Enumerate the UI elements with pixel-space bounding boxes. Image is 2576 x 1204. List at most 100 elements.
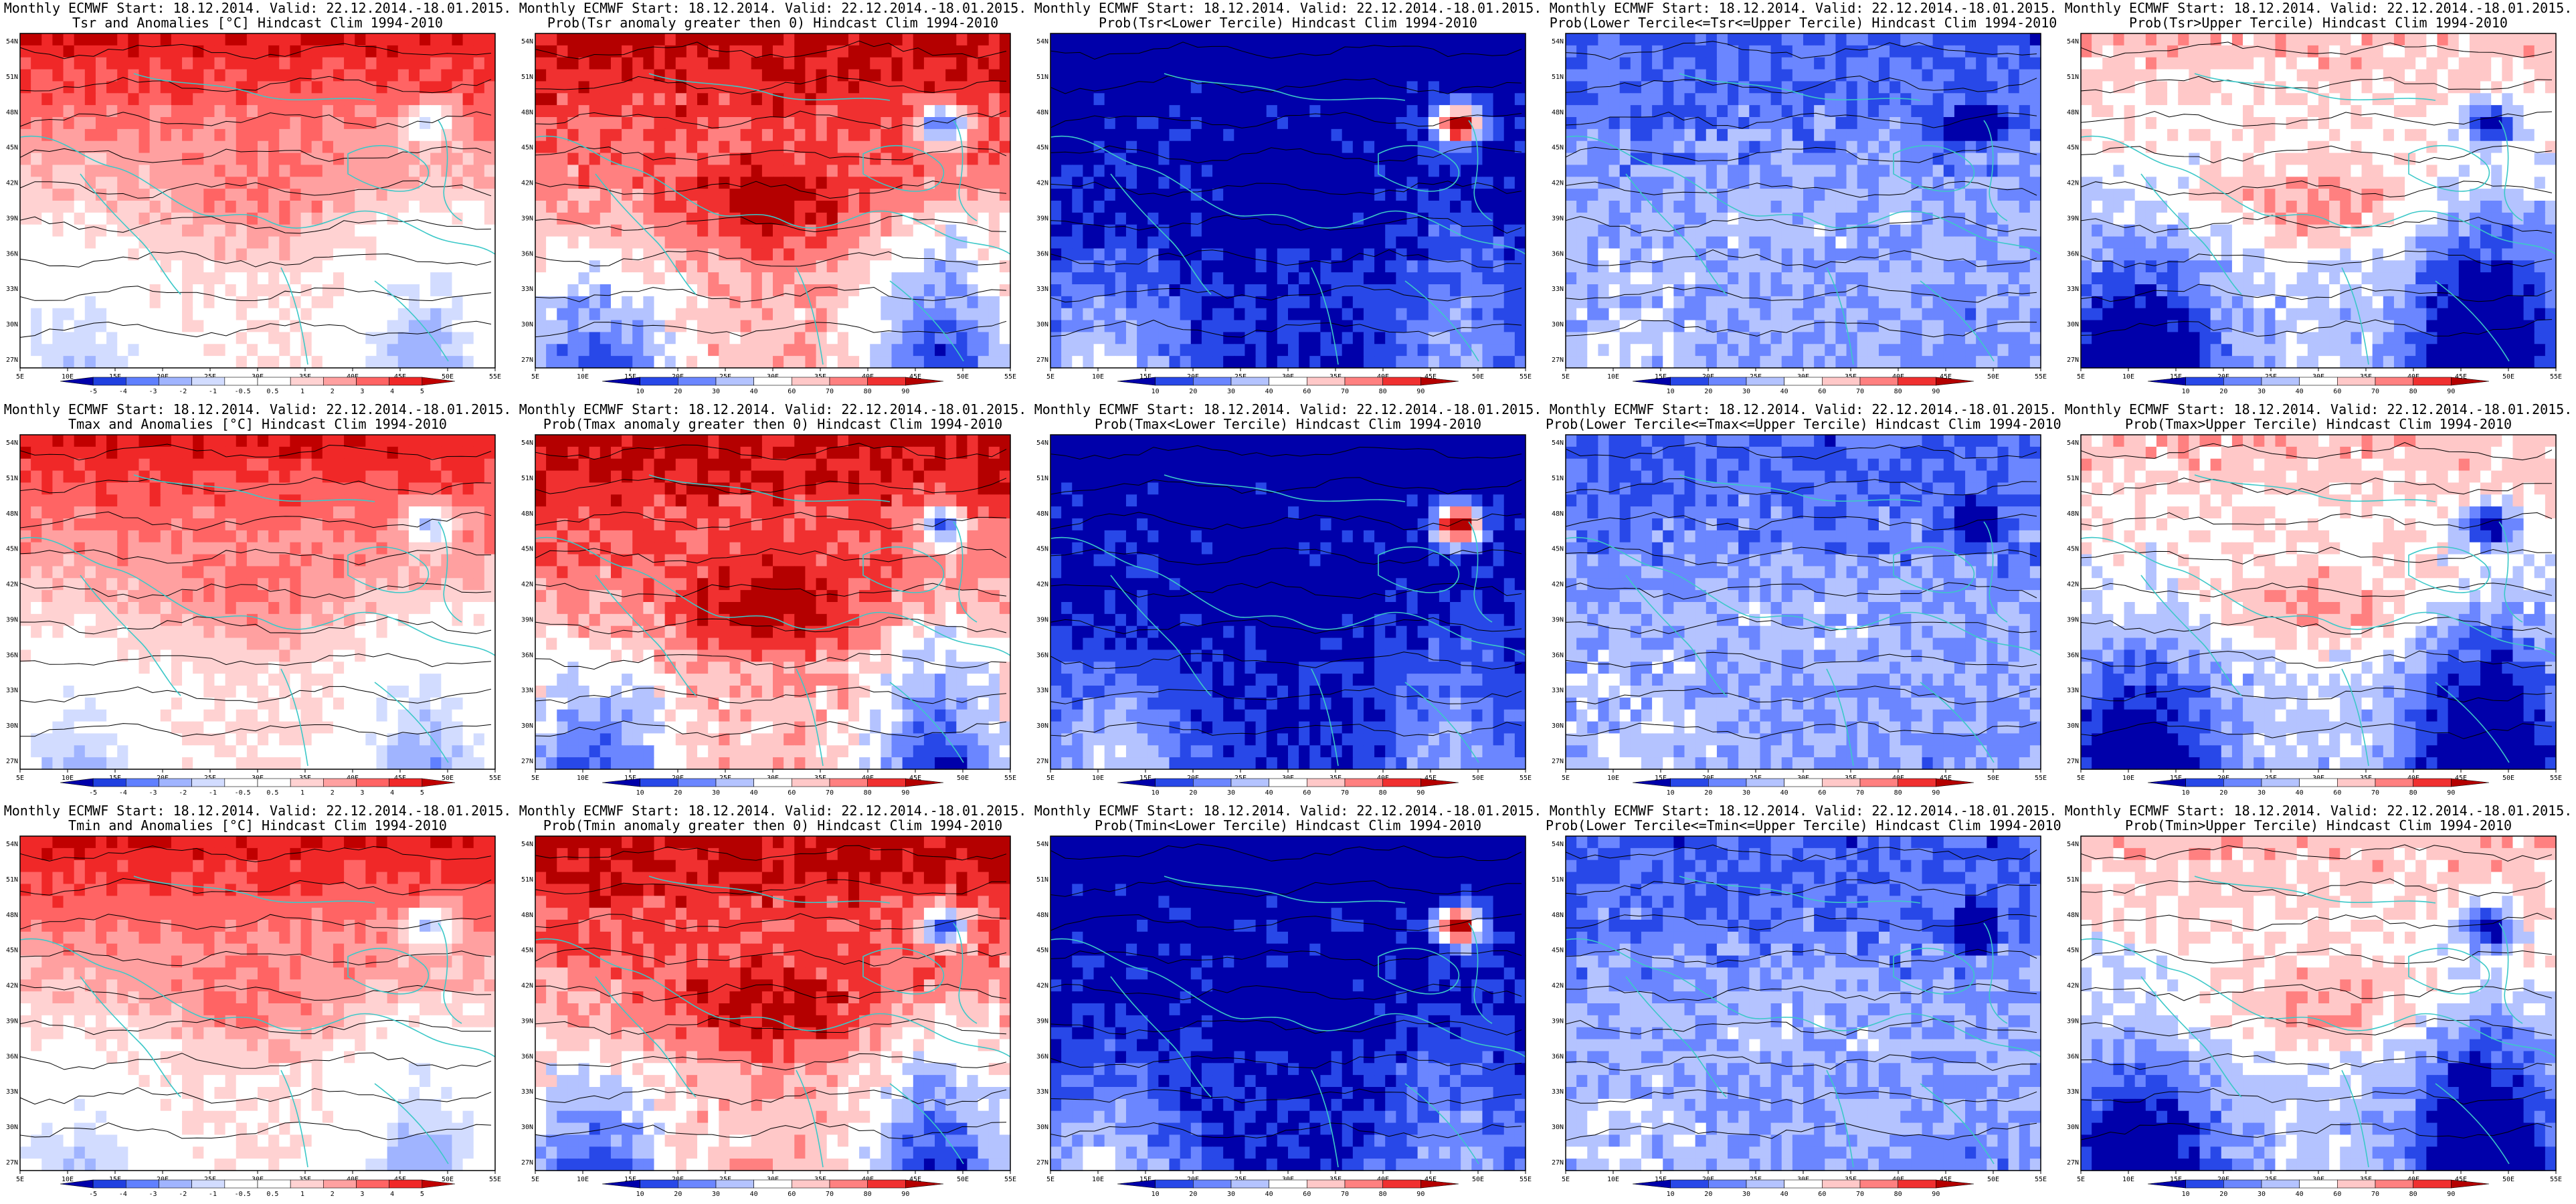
map-figure: 5E 10E 15E 20E 25E 30E 35E 40E 45E 50E 55E 54N 51N 48… <box>1552 33 2047 395</box>
lon-tick-label: 5E <box>531 373 539 381</box>
colorbar-tick-label: 10 <box>636 388 644 395</box>
lon-tick-label: 15E <box>624 1176 636 1183</box>
lat-tick-label: 30N <box>1036 722 1048 730</box>
colorbar-tick-label: -1 <box>209 789 217 797</box>
lat-tick-label: 36N <box>6 250 18 258</box>
lat-tick-label: 36N <box>2067 250 2079 258</box>
shaded-field <box>1050 836 1526 1171</box>
lat-tick-label: 45N <box>1552 546 1564 553</box>
lon-tick-label: 45E <box>394 1176 406 1183</box>
colorbar-tick-label: 40 <box>1265 388 1273 395</box>
panel-header: Monthly ECMWF Start: 18.12.2014. Valid: … <box>1549 401 2057 417</box>
lon-tick-label: 50E <box>2502 775 2514 782</box>
lon-tick-label: 20E <box>672 373 684 381</box>
lat-tick-label: 45N <box>2067 546 2079 553</box>
colorbar-tick-label: 40 <box>750 1191 758 1198</box>
colorbar-tick-label: -4 <box>119 1191 127 1198</box>
lon-tick-label: 40E <box>1892 775 1904 782</box>
colorbar-tick-label: 2 <box>331 1191 335 1198</box>
map-figure: 5E 10E 15E 20E 25E 30E 35E 40E 45E 50E 55E 54N 51N 48… <box>6 434 501 797</box>
lat-tick-label: 48N <box>2067 912 2079 919</box>
lat-tick-label: 51N <box>6 876 18 884</box>
lat-tick-label: 54N <box>6 439 18 447</box>
lat-tick-label: 36N <box>521 1053 533 1060</box>
lat-tick-label: 54N <box>521 38 533 45</box>
colorbar-tick-label: 10 <box>2182 1191 2190 1198</box>
lat-tick-label: 51N <box>6 475 18 482</box>
lon-tick-label: 35E <box>814 1176 826 1183</box>
panel-header: Monthly ECMWF Start: 18.12.2014. Valid: … <box>1034 401 1542 417</box>
colorbar-tick-label: -5 <box>89 1191 97 1198</box>
shaded-field <box>2081 836 2557 1171</box>
colorbar <box>602 778 944 787</box>
lon-tick-label: 5E <box>2077 373 2085 381</box>
lon-tick-label: 45E <box>1940 775 1952 782</box>
lon-tick-label: 20E <box>672 1176 684 1183</box>
lat-tick-label: 36N <box>1552 1053 1564 1060</box>
lon-tick-label: 50E <box>1472 1176 1484 1183</box>
lat-tick-label: 42N <box>6 581 18 589</box>
lat-tick-label: 39N <box>1036 215 1048 222</box>
lat-tick-label: 42N <box>521 581 533 589</box>
panel-header: Monthly ECMWF Start: 18.12.2014. Valid: … <box>1549 0 2057 16</box>
lat-tick-label: 36N <box>521 651 533 659</box>
map-figure: 5E 10E 15E 20E 25E 30E 35E 40E 45E 50E 55E 54N 51N 48… <box>2067 33 2562 395</box>
colorbar <box>2147 377 2490 386</box>
lon-tick-label: 20E <box>2217 373 2229 381</box>
lat-tick-label: 51N <box>1552 74 1564 81</box>
lon-tick-label: 20E <box>1187 373 1199 381</box>
colorbar-tick-label: 20 <box>2219 388 2227 395</box>
lat-tick-label: 33N <box>1552 687 1564 694</box>
map-panel: Monthly ECMWF Start: 18.12.2014. Valid: … <box>1546 401 2061 803</box>
lon-tick-label: 5E <box>1046 1176 1054 1183</box>
colorbar-tick-label: 70 <box>1341 388 1349 395</box>
lon-tick-label: 35E <box>1329 373 1342 381</box>
colorbar-tick-label: 80 <box>864 388 872 395</box>
lon-tick-label: 20E <box>2217 775 2229 782</box>
colorbar-tick-label: 80 <box>1894 1191 1902 1198</box>
lon-tick-label: 45E <box>394 775 406 782</box>
colorbar-tick-label: 70 <box>826 1191 834 1198</box>
lon-tick-label: 55E <box>489 775 501 782</box>
lon-tick-label: 35E <box>299 373 311 381</box>
colorbar-tick-label: 10 <box>636 789 644 797</box>
lat-tick-label: 45N <box>6 546 18 553</box>
colorbar-tick-label: 10 <box>1152 789 1160 797</box>
colorbar-tick-label: -3 <box>149 388 157 395</box>
colorbar-tick-label: 10 <box>2182 388 2190 395</box>
colorbar-tick-label: 40 <box>1265 1191 1273 1198</box>
colorbar-tick-label: 80 <box>1894 789 1902 797</box>
lon-tick-label: 40E <box>2407 373 2419 381</box>
colorbar-tick-label: 70 <box>2371 789 2379 797</box>
lat-tick-label: 51N <box>521 876 533 884</box>
lon-tick-label: 45E <box>394 373 406 381</box>
lat-tick-label: 30N <box>2067 1124 2079 1131</box>
lon-tick-label: 35E <box>299 1176 311 1183</box>
colorbar-tick-label: 70 <box>826 388 834 395</box>
panel-header: Monthly ECMWF Start: 18.12.2014. Valid: … <box>3 803 512 819</box>
coastlines <box>19 73 496 365</box>
lon-tick-label: 5E <box>1562 775 1570 782</box>
colorbar-tick-label: 80 <box>1894 388 1902 395</box>
colorbar-tick-label: 30 <box>1742 1191 1750 1198</box>
colorbar-tick-label: -0.5 <box>235 1191 251 1198</box>
colorbar <box>1632 778 1974 787</box>
lat-tick-label: 36N <box>1552 651 1564 659</box>
lat-tick-label: 27N <box>521 758 533 765</box>
lat-tick-label: 30N <box>6 1124 18 1131</box>
colorbar-tick-label: 90 <box>2447 1191 2455 1198</box>
lon-tick-label: 40E <box>347 373 359 381</box>
map-panel: Monthly ECMWF Start: 18.12.2014. Valid: … <box>2061 803 2576 1204</box>
lat-tick-label: 54N <box>1552 38 1564 45</box>
lat-tick-label: 39N <box>1036 1017 1048 1025</box>
colorbar-tick-label: 60 <box>1818 789 1826 797</box>
lon-tick-label: 25E <box>204 775 216 782</box>
colorbar-tick-label: 80 <box>1379 1191 1387 1198</box>
lon-tick-label: 10E <box>577 775 589 782</box>
map-figure: 5E 10E 15E 20E 25E 30E 35E 40E 45E 50E 55E 54N 51N 48… <box>6 835 501 1198</box>
map-panel: Monthly ECMWF Start: 18.12.2014. Valid: … <box>0 803 515 1204</box>
lat-tick-label: 51N <box>521 74 533 81</box>
lon-tick-label: 55E <box>2035 775 2047 782</box>
lat-tick-label: 39N <box>521 215 533 222</box>
lon-tick-label: 5E <box>16 373 24 381</box>
